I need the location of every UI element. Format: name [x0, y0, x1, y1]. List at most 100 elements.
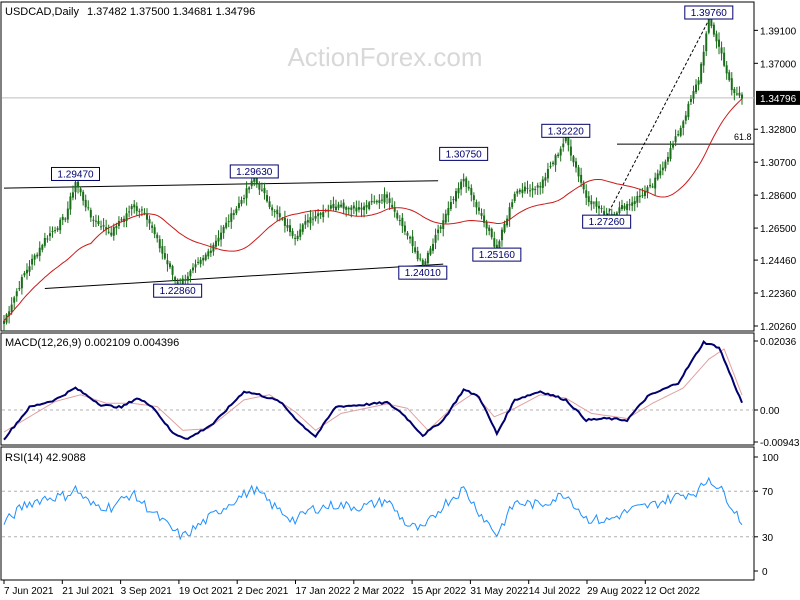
candle-body	[266, 195, 269, 202]
candle-body	[135, 206, 138, 212]
candle-body	[636, 196, 639, 203]
candle-body	[623, 205, 626, 209]
candle-body	[559, 148, 562, 156]
price-tick-label: 1.28600	[760, 191, 797, 202]
candle-body	[20, 277, 23, 289]
candle-body	[25, 269, 28, 274]
candle-body	[380, 199, 383, 201]
candle-body	[549, 166, 552, 168]
candle-body	[235, 208, 238, 214]
candle-body	[54, 230, 57, 232]
candle-body	[391, 204, 394, 208]
candle-body	[695, 84, 698, 93]
candle-body	[112, 226, 115, 236]
candle-body	[209, 250, 212, 253]
candle-body	[59, 219, 62, 231]
candle-body	[301, 224, 304, 232]
price-annotation-box	[398, 265, 448, 280]
candle-body	[36, 254, 39, 257]
candle-body	[480, 213, 483, 216]
candle-body	[414, 247, 417, 253]
candle-body	[718, 39, 721, 47]
candle-body	[465, 178, 468, 187]
candle-body	[386, 194, 389, 198]
candle-body	[546, 168, 549, 179]
macd-tick-label: -0.009438	[760, 438, 800, 449]
candle-body	[314, 215, 317, 219]
candle-body	[317, 213, 320, 217]
candle-body	[66, 208, 69, 220]
candle-body	[541, 179, 544, 188]
candle-body	[672, 143, 675, 148]
price-annotation-box	[51, 166, 101, 181]
candle-body	[521, 189, 524, 194]
price-annotation-box	[153, 283, 203, 298]
candle-body	[43, 237, 46, 246]
current-price-box	[756, 90, 800, 105]
candle-body	[511, 202, 514, 208]
candle-body	[447, 207, 450, 216]
candle-body	[710, 18, 713, 27]
candle-body	[628, 204, 631, 206]
price-annotation-label: 1.22860	[160, 286, 197, 297]
candle-body	[620, 205, 623, 209]
macd-tick-label: 0.02036	[760, 337, 797, 348]
candle-body	[712, 24, 715, 35]
candle-body	[544, 177, 547, 181]
candle-body	[631, 202, 634, 206]
candle-body	[31, 258, 34, 265]
candle-body	[77, 181, 80, 188]
candle-body	[618, 207, 621, 214]
candle-body	[174, 277, 177, 281]
candle-body	[687, 103, 690, 118]
candle-body	[278, 213, 281, 218]
candle-body	[225, 222, 228, 228]
fib-level-label: 61.8	[734, 132, 752, 142]
candle-body	[171, 266, 174, 275]
candle-body	[615, 212, 618, 215]
candle-body	[582, 182, 585, 190]
candle-body	[500, 229, 503, 241]
candle-body	[383, 194, 386, 203]
candle-body	[536, 185, 539, 188]
candle-body	[495, 244, 498, 250]
candle-body	[715, 33, 718, 42]
candle-body	[250, 180, 253, 187]
macd-title: MACD(12,26,9) 0.002109 0.004396	[5, 337, 179, 349]
candle-body	[682, 121, 685, 128]
macd-main-line	[3, 339, 743, 441]
macd-panel-frame	[0, 332, 755, 446]
candle-body	[89, 210, 92, 218]
candle-body	[432, 243, 435, 251]
rsi-tick-label: 0	[762, 567, 768, 578]
candle-body	[572, 156, 575, 163]
candle-body	[554, 155, 557, 166]
candle-body	[523, 186, 526, 192]
watermark: ActionForex.com	[287, 42, 482, 72]
candle-body	[107, 231, 110, 233]
candle-body	[539, 186, 542, 188]
price-tick-label: 1.24460	[760, 256, 797, 267]
candle-body	[365, 204, 368, 208]
candle-body	[163, 253, 166, 259]
candle-body	[202, 257, 205, 261]
candle-body	[705, 33, 708, 52]
candle-body	[13, 297, 16, 303]
annotation-layer: 1.29470 1.22860 1.29630 1.24010 1.30750 1.251…	[51, 5, 734, 298]
candle-body	[403, 225, 406, 232]
candles-layer	[3, 14, 743, 332]
candle-body	[146, 214, 149, 220]
candle-body	[493, 238, 496, 247]
candle-body	[222, 226, 225, 234]
price-tick-label: 1.39100	[760, 26, 797, 37]
candle-body	[564, 135, 567, 142]
candle-body	[120, 219, 123, 221]
candle-body	[151, 225, 154, 228]
moving-average-layer	[3, 98, 743, 322]
price-tick-label: 1.32800	[760, 125, 797, 136]
rsi-tick-label: 100	[762, 453, 779, 464]
price-annotation-label: 1.27260	[589, 217, 626, 228]
candle-body	[396, 212, 399, 219]
candle-body	[299, 229, 302, 237]
